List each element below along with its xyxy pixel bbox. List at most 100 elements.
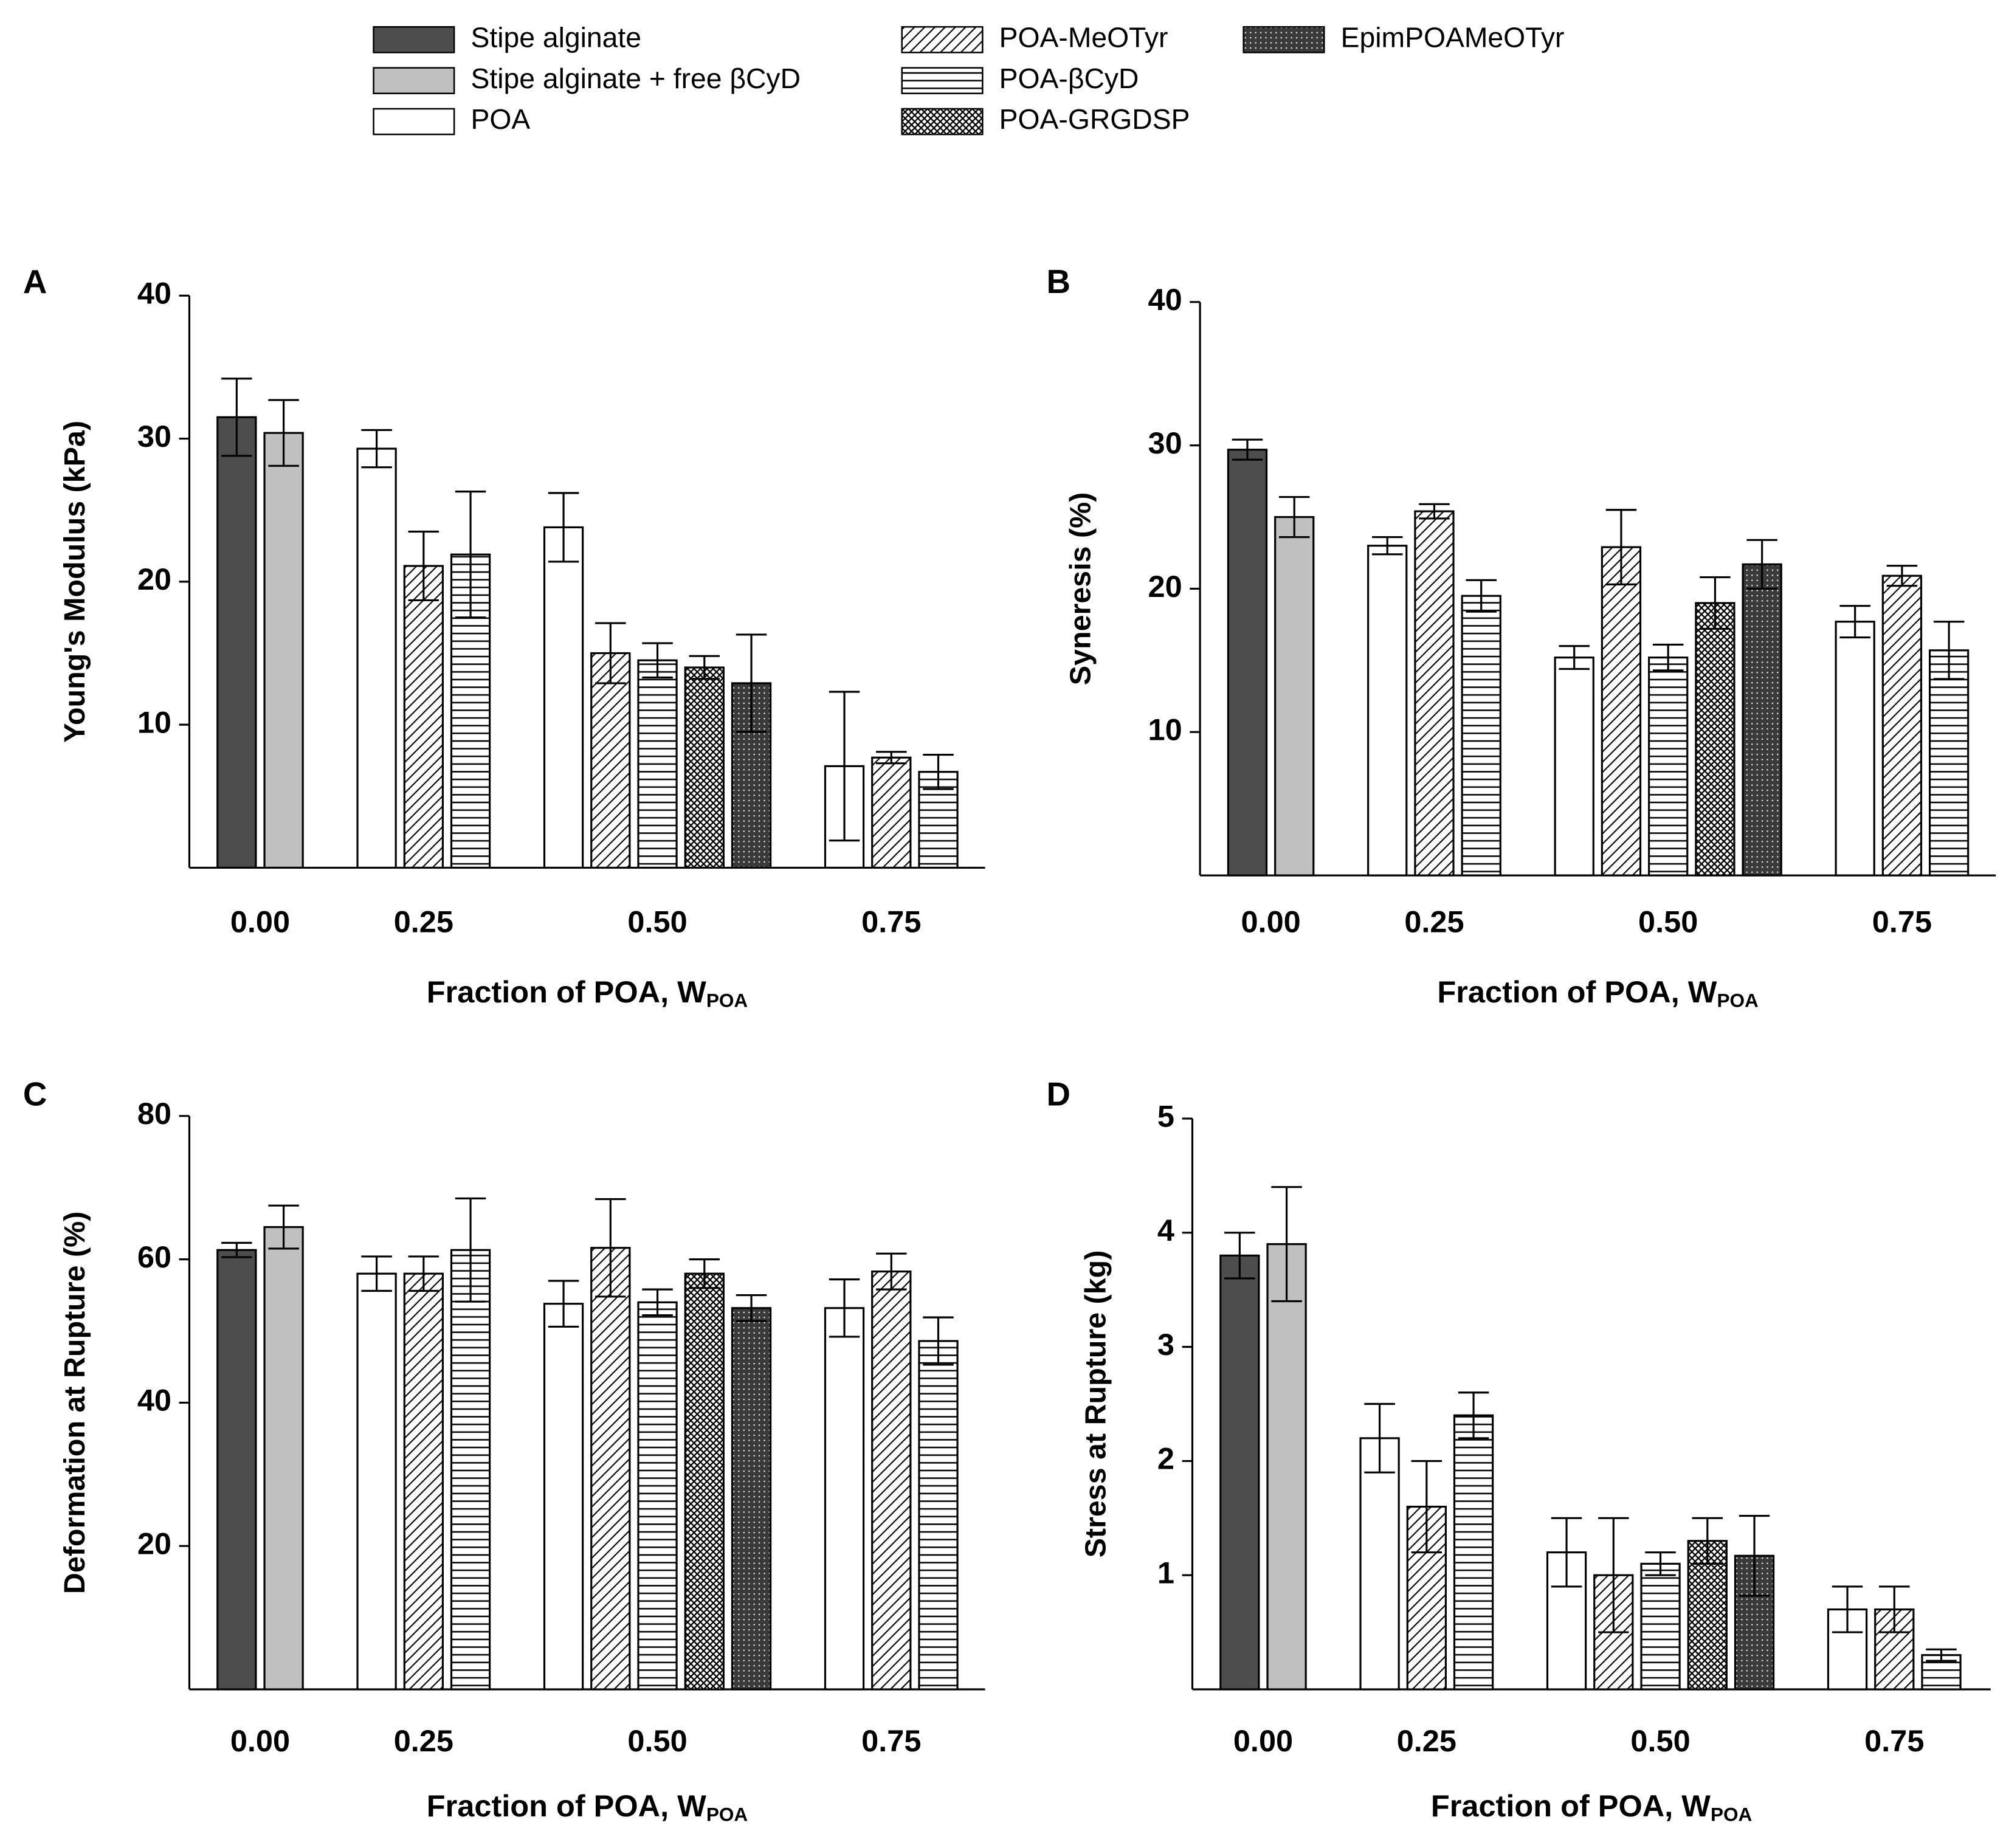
bar	[871, 756, 912, 869]
y-tick-label: 2	[1157, 1441, 1174, 1476]
error-bar	[923, 753, 954, 790]
y-tick-label: 30	[1148, 426, 1182, 460]
x-axis-label-main: Fraction of POA, W	[1437, 974, 1717, 1009]
error-bar	[1605, 509, 1637, 585]
bar	[1461, 595, 1501, 877]
error-bar	[1419, 503, 1450, 520]
bar	[1414, 510, 1455, 877]
legend-label: EpimPOAMeOTyr	[1341, 21, 1565, 53]
error-bar	[1879, 1585, 1910, 1633]
legend-swatch	[373, 67, 455, 94]
panel-letter: D	[1047, 1075, 1071, 1113]
error-bar	[1466, 579, 1497, 613]
bar	[1601, 546, 1642, 877]
error-bar	[548, 492, 579, 563]
legend-swatch	[373, 108, 455, 136]
error-bar	[689, 1258, 720, 1289]
x-tick-label: 0.75	[1864, 1723, 1924, 1758]
legend-label: POA	[470, 103, 530, 135]
bar	[684, 666, 725, 869]
bar	[824, 1307, 865, 1691]
error-bar	[408, 530, 439, 602]
y-tick-label: 10	[1148, 712, 1182, 747]
error-bar	[1926, 1648, 1957, 1662]
error-bar	[1458, 1391, 1489, 1439]
bar	[1835, 621, 1875, 877]
bar	[263, 1226, 304, 1691]
figure-content: Stipe alginate Stipe alginate + free βCyD…	[23, 21, 1996, 1826]
bar	[1929, 649, 1970, 877]
x-axis-label: Fraction of POA, WPOA	[427, 1788, 748, 1826]
y-tick-label: 20	[1148, 569, 1182, 604]
x-tick-label: 0.00	[230, 904, 290, 939]
x-tick-label: 0.75	[1872, 904, 1932, 939]
error-bar	[1933, 621, 1965, 680]
error-bar	[1645, 1551, 1676, 1576]
legend-swatch	[901, 26, 984, 53]
bar	[1687, 1540, 1728, 1691]
bar	[1227, 449, 1268, 877]
y-tick-label: 30	[137, 419, 171, 453]
y-axis-label: Syneresis (%)	[1064, 492, 1097, 686]
panel-letter: C	[23, 1075, 47, 1113]
bar	[543, 526, 584, 869]
bar	[403, 565, 444, 869]
y-tick-label: 20	[137, 562, 171, 596]
error-bar	[1746, 539, 1777, 590]
panel-letter: A	[23, 263, 47, 300]
bar	[1359, 1437, 1400, 1691]
panel-letter: B	[1047, 263, 1071, 300]
y-tick-label: 40	[1148, 282, 1182, 317]
bar	[731, 682, 772, 869]
error-bar	[361, 429, 392, 469]
error-bar	[1739, 1514, 1770, 1597]
error-bar	[1551, 1517, 1582, 1588]
y-tick-label: 60	[137, 1239, 171, 1274]
error-bar	[1278, 495, 1310, 539]
legend-label: POA-MeOTyr	[999, 21, 1168, 53]
error-bar	[1559, 645, 1590, 671]
error-bar	[455, 1197, 486, 1303]
bar	[1554, 657, 1594, 877]
x-axis-label-sub: POA	[1717, 990, 1758, 1012]
x-axis-label-main: Fraction of POA, W	[427, 1788, 706, 1823]
bar	[590, 1247, 631, 1691]
error-bar	[268, 1204, 299, 1250]
error-bar	[876, 751, 907, 765]
bar	[637, 1301, 678, 1691]
error-bar	[829, 691, 860, 842]
x-tick-label: 0.00	[230, 1723, 290, 1758]
error-bar	[1411, 1460, 1442, 1554]
bar	[731, 1307, 772, 1691]
error-bar	[1598, 1517, 1629, 1633]
legend-label: POA-βCyD	[999, 63, 1139, 94]
x-tick-label: 0.50	[1638, 904, 1698, 939]
bar	[684, 1272, 725, 1691]
legend-swatch	[373, 26, 455, 53]
error-bar	[221, 378, 252, 457]
x-tick-label: 0.25	[1397, 1723, 1456, 1758]
y-axis-label: Young's Modulus (kPa)	[58, 421, 91, 743]
x-tick-label: 0.25	[1404, 904, 1464, 939]
y-tick-label: 40	[137, 276, 171, 311]
legend-label: POA-GRGDSP	[999, 103, 1190, 135]
x-tick-label: 0.25	[394, 904, 453, 939]
x-axis-label: Fraction of POA, WPOA	[1431, 1788, 1752, 1826]
error-bar	[642, 1288, 673, 1317]
x-axis-label-sub: POA	[706, 990, 748, 1012]
error-bar	[1700, 576, 1731, 630]
error-bar	[923, 1316, 954, 1366]
bar	[1274, 515, 1315, 877]
x-tick-label: 0.50	[627, 1723, 687, 1758]
bar	[1367, 545, 1408, 877]
error-bar	[1832, 1585, 1863, 1633]
bar	[216, 1249, 257, 1691]
bar	[1640, 1562, 1681, 1691]
y-tick-label: 10	[137, 705, 171, 739]
error-bar	[1371, 536, 1403, 556]
y-tick-label: 5	[1157, 1098, 1174, 1133]
x-tick-label: 0.75	[861, 1723, 921, 1758]
bar	[403, 1272, 444, 1691]
x-axis-label-sub: POA	[706, 1804, 748, 1826]
